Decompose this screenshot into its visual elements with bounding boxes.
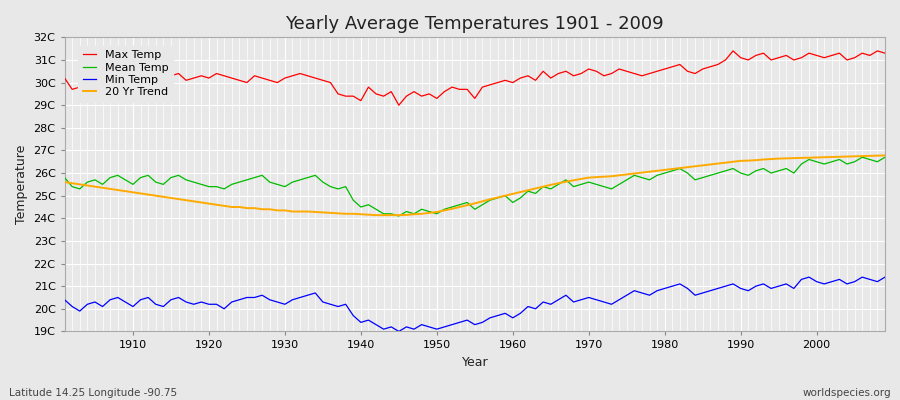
Min Temp	[606, 302, 616, 307]
Max Temp	[120, 76, 130, 80]
Text: Latitude 14.25 Longitude -90.75: Latitude 14.25 Longitude -90.75	[9, 388, 177, 398]
Max Temp	[508, 80, 518, 85]
20 Yr Trend	[287, 209, 298, 214]
Max Temp	[59, 76, 70, 80]
Legend: Max Temp, Mean Temp, Min Temp, 20 Yr Trend: Max Temp, Mean Temp, Min Temp, 20 Yr Tre…	[78, 46, 173, 102]
Min Temp	[879, 275, 890, 280]
Mean Temp	[59, 175, 70, 180]
Min Temp	[515, 311, 526, 316]
20 Yr Trend	[508, 192, 518, 196]
Min Temp	[59, 297, 70, 302]
Line: 20 Yr Trend: 20 Yr Trend	[65, 156, 885, 215]
Mean Temp	[508, 200, 518, 205]
Min Temp	[120, 300, 130, 304]
20 Yr Trend	[371, 213, 382, 218]
Max Temp	[728, 48, 739, 53]
Max Temp	[515, 76, 526, 80]
Min Temp	[333, 304, 344, 309]
Mean Temp	[606, 186, 616, 191]
Min Temp	[804, 275, 814, 280]
Mean Temp	[333, 186, 344, 191]
Mean Temp	[879, 155, 890, 160]
20 Yr Trend	[120, 189, 130, 194]
Min Temp	[508, 316, 518, 320]
Y-axis label: Temperature: Temperature	[15, 145, 28, 224]
Min Temp	[393, 329, 404, 334]
Line: Mean Temp: Mean Temp	[65, 157, 885, 216]
Line: Min Temp: Min Temp	[65, 277, 885, 332]
Max Temp	[287, 73, 298, 78]
Max Temp	[879, 51, 890, 56]
20 Yr Trend	[515, 190, 526, 194]
20 Yr Trend	[59, 180, 70, 184]
Mean Temp	[287, 180, 298, 184]
20 Yr Trend	[606, 174, 616, 179]
Mean Temp	[120, 178, 130, 182]
Max Temp	[333, 92, 344, 96]
Mean Temp	[857, 155, 868, 160]
Title: Yearly Average Temperatures 1901 - 2009: Yearly Average Temperatures 1901 - 2009	[285, 15, 664, 33]
Text: worldspecies.org: worldspecies.org	[803, 388, 891, 398]
20 Yr Trend	[879, 153, 890, 158]
Mean Temp	[393, 214, 404, 218]
Min Temp	[287, 297, 298, 302]
Max Temp	[606, 71, 616, 76]
X-axis label: Year: Year	[462, 356, 488, 369]
Line: Max Temp: Max Temp	[65, 51, 885, 105]
Mean Temp	[515, 196, 526, 200]
20 Yr Trend	[333, 211, 344, 216]
Max Temp	[393, 103, 404, 108]
